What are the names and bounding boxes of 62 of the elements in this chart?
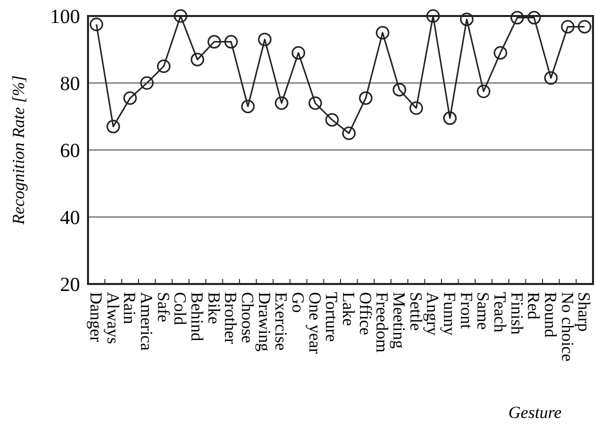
- point: [410, 101, 423, 115]
- point: [140, 76, 154, 90]
- x-tick-label: Office: [356, 292, 375, 336]
- x-tick-label: Lake: [338, 292, 358, 326]
- x-tick-label: Meeting: [389, 292, 408, 350]
- point: [342, 126, 356, 140]
- point: [90, 18, 104, 32]
- point: [561, 20, 574, 34]
- point: [258, 32, 272, 46]
- y-axis-title: Recognition Rate [%]: [9, 75, 28, 226]
- x-tick-label: Drawing: [254, 292, 274, 352]
- x-tick-label: Bike: [204, 292, 224, 324]
- y-tick-label: 20: [60, 274, 80, 296]
- x-tick-label: Exercise: [272, 292, 291, 351]
- y-tick-label: 40: [60, 207, 80, 229]
- point: [578, 20, 592, 34]
- point: [292, 46, 306, 60]
- point: [106, 120, 120, 134]
- point: [460, 12, 474, 26]
- point: [208, 35, 221, 49]
- x-tick-label: Round: [540, 292, 560, 338]
- point: [376, 26, 390, 40]
- point: [443, 111, 457, 125]
- x-tick-label: Brother: [221, 292, 240, 344]
- x-tick-label: Red: [524, 292, 544, 320]
- x-tick-label: Teach: [490, 292, 510, 333]
- x-tick-label: Behind: [187, 292, 206, 342]
- x-tick-label: Torture: [322, 292, 342, 342]
- x-tick-label: Same: [474, 292, 493, 330]
- x-tick-label: Rain: [120, 292, 140, 325]
- point: [359, 91, 372, 105]
- y-tick-label: 100: [50, 6, 80, 28]
- point: [325, 113, 339, 127]
- point: [224, 35, 238, 49]
- x-axis-title: Gesture: [508, 403, 562, 422]
- x-tick-label: Safe: [154, 292, 173, 322]
- point: [494, 46, 508, 60]
- x-tick-label: Funny: [440, 292, 459, 336]
- point: [123, 91, 137, 105]
- y-tick-label: 80: [60, 73, 80, 95]
- x-tick-label: Front: [456, 292, 476, 330]
- point: [544, 71, 558, 85]
- point: [308, 96, 322, 110]
- point: [426, 9, 440, 23]
- x-tick-label: Choose: [238, 292, 257, 343]
- x-tick-label: Sharp: [574, 292, 594, 332]
- point: [241, 100, 255, 114]
- point: [527, 10, 541, 24]
- y-tick-label: 60: [60, 140, 80, 162]
- point: [510, 10, 524, 24]
- x-tick-label: Go: [288, 292, 308, 313]
- point: [157, 60, 170, 73]
- x-tick-label: Always: [103, 292, 122, 344]
- point: [392, 82, 406, 96]
- point: [174, 9, 188, 23]
- x-tick-label: America: [136, 292, 156, 351]
- point: [190, 52, 204, 66]
- point: [476, 84, 490, 98]
- x-tick-label: Finish: [507, 292, 526, 336]
- point: [274, 96, 288, 110]
- x-tick-label: Cold: [170, 292, 190, 326]
- x-tick-label: One year: [305, 292, 324, 354]
